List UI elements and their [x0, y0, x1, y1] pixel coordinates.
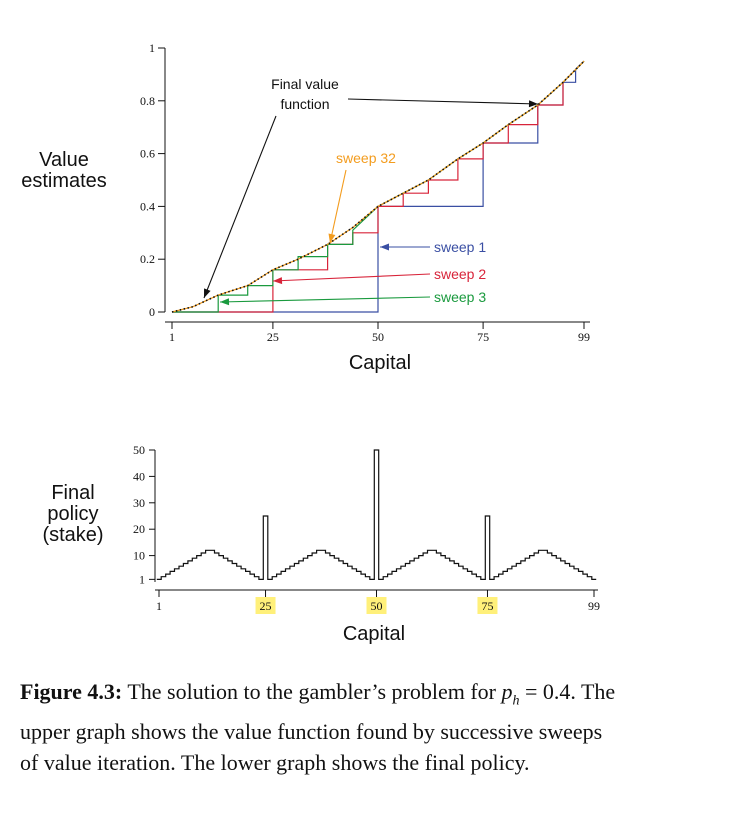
- annotation-final-value: Final value: [271, 76, 339, 92]
- y-tick-label: 0.4: [140, 199, 155, 213]
- arrow-sweep-3: [219, 296, 431, 303]
- y-tick-label: 20: [133, 522, 145, 536]
- figure-canvas: 00.20.40.60.811 25 50 75 99CapitalValueestim…: [21, 41, 600, 645]
- caption-label: Figure 4.3:: [20, 679, 123, 704]
- arrow-final-value-right: [347, 98, 539, 105]
- arrow-sweep-32: [329, 169, 347, 244]
- y-tick-label: 30: [133, 496, 145, 510]
- x-axis-label: Capital: [343, 623, 405, 645]
- x-tick-label: 25: [260, 599, 272, 613]
- annotation-sweep-3: sweep 3: [434, 289, 486, 305]
- x-tick-label: 99: [588, 599, 600, 613]
- y-tick-label: 1: [149, 41, 155, 55]
- caption-text: The solution to the gambler’s problem fo…: [20, 679, 616, 776]
- arrow-sweep-32-head: [328, 233, 336, 243]
- y-axis-label: (stake): [42, 524, 103, 546]
- y-tick-label: 10: [133, 549, 145, 563]
- y-tick-label: 0.6: [140, 147, 155, 161]
- x-axis-label: Capital: [349, 352, 411, 374]
- arrow-final-value-left: [203, 115, 277, 299]
- series-line: [172, 60, 585, 313]
- y-tick-label: 40: [133, 469, 145, 483]
- x-tick-label: 25: [267, 330, 279, 344]
- y-tick-label: 0.8: [140, 94, 155, 108]
- x-tick-highlight: [366, 597, 387, 614]
- y-tick-label: 0: [149, 305, 155, 319]
- x-tick-label: 75: [477, 330, 489, 344]
- annotation-sweep-1: sweep 1: [434, 239, 486, 255]
- x-tick-label: 75: [481, 599, 493, 613]
- arrow-sweep-2: [272, 273, 431, 282]
- arrow-sweep-1-head: [380, 243, 389, 251]
- value-estimates-chart: 0 0.2 0.4 0.6 0.8 1 1 25 50 75 99 Capital Valueestim…: [21, 41, 590, 374]
- x-tick-highlight: [477, 597, 498, 614]
- y-axis-label: Value: [39, 149, 89, 171]
- x-tick-label: 99: [578, 330, 590, 344]
- y-tick-label: 0.2: [140, 252, 155, 266]
- x-tick-label: 50: [372, 330, 384, 344]
- y-axis-label: policy: [47, 503, 98, 525]
- x-tick-label: 1: [156, 599, 162, 613]
- arrow-final-value-left-head: [204, 288, 211, 298]
- x-tick-label: 50: [371, 599, 383, 613]
- x-tick-label: 1: [169, 330, 175, 344]
- arrow-sweep-3-head: [220, 298, 230, 306]
- final-policy-chart: 1 10 20 30 40 50 1 25 50 75 99 Capital Finalpolicy(s…: [42, 443, 600, 645]
- annotation-sweep-2: sweep 2: [434, 266, 486, 282]
- figure-caption: Figure 4.3: The solution to the gambler’…: [20, 676, 620, 778]
- series-line: [171, 60, 585, 313]
- annotation-sweep-32: sweep 32: [336, 150, 396, 166]
- y-axis-label: Final: [51, 482, 94, 504]
- y-axis-label: estimates: [21, 170, 107, 192]
- y-tick-label: 50: [133, 443, 145, 457]
- arrow-sweep-2-head: [273, 277, 283, 285]
- annotation-final-value: function: [280, 96, 329, 112]
- y-tick-label: 1: [139, 572, 145, 586]
- policy-step-line: [156, 449, 597, 580]
- arrow-final-value-right-head: [528, 100, 538, 108]
- x-tick-highlight: [255, 597, 276, 614]
